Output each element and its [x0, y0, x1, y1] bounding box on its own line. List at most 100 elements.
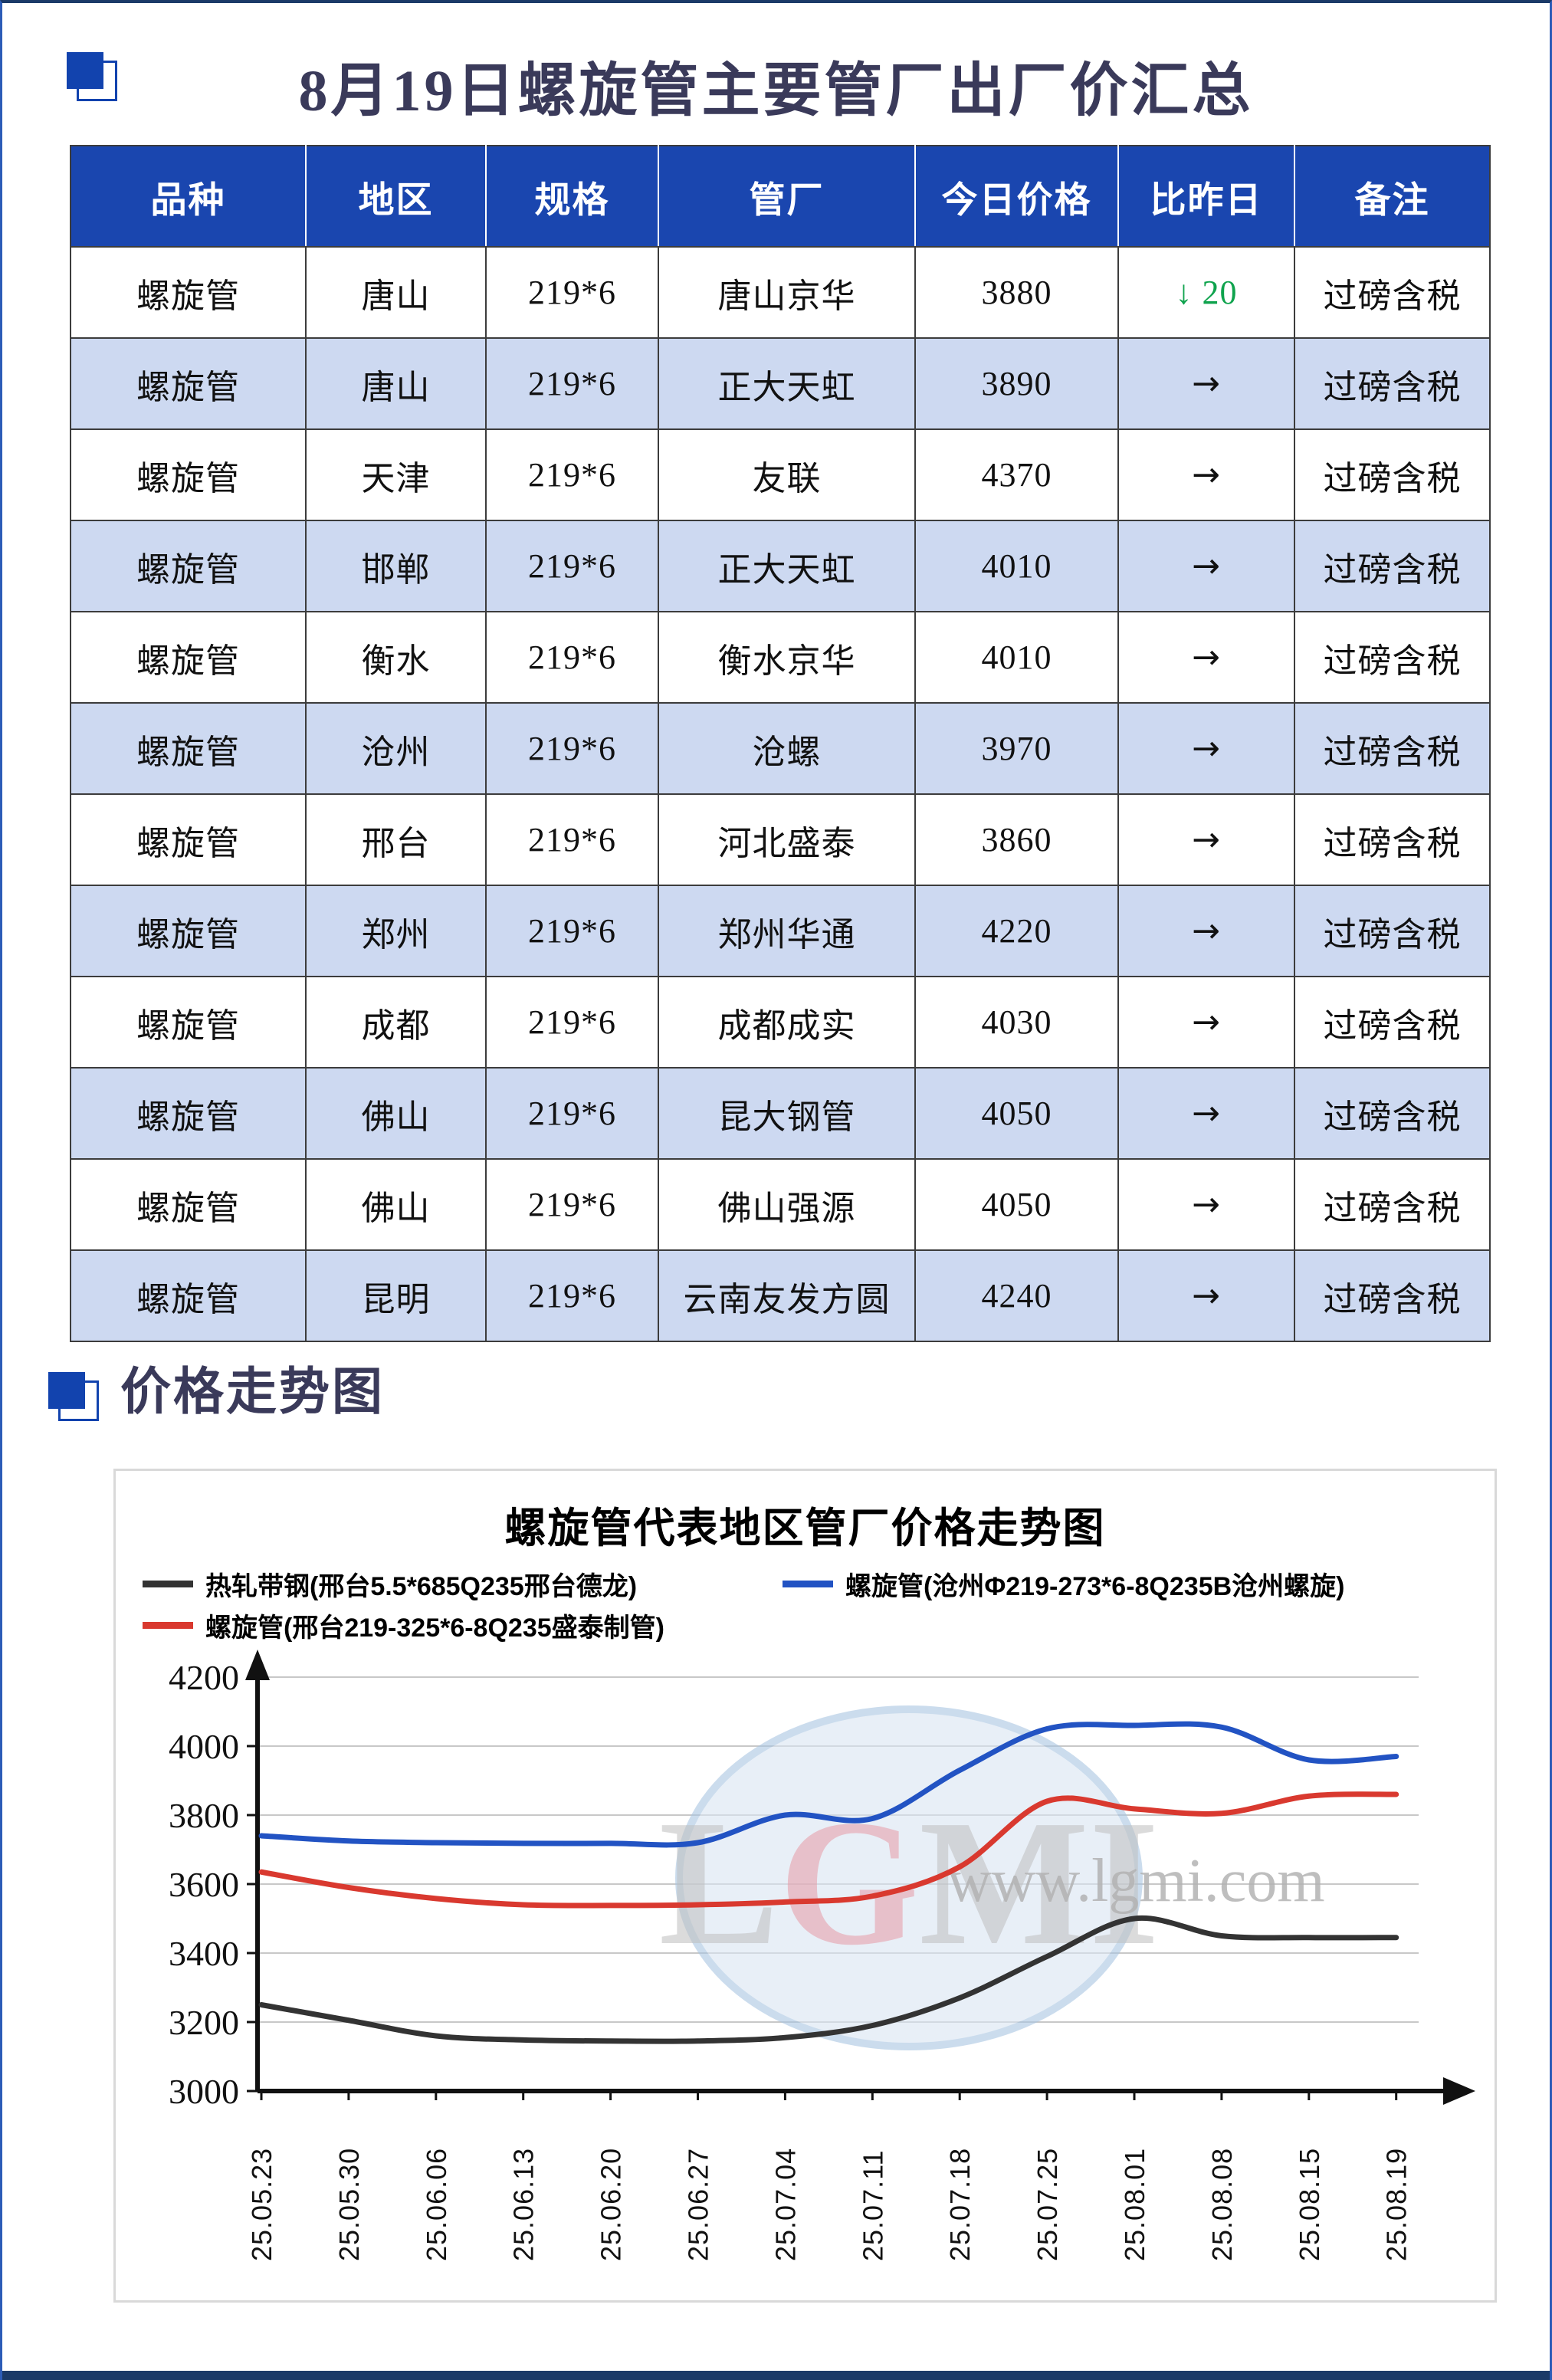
region-cell: 邯郸 [306, 520, 487, 612]
region-cell: 佛山 [306, 1159, 487, 1251]
x-tick-label: 25.08.19 [1381, 2148, 1413, 2261]
column-header-6: 备注 [1294, 146, 1490, 248]
title-block: 8月19日螺旋管主要管厂出厂价汇总 [2, 34, 1550, 149]
note-cell: 过磅含税 [1294, 1068, 1490, 1160]
price-cell: 4010 [915, 520, 1119, 612]
region-cell: 天津 [306, 429, 487, 521]
watermark-url-text: www.lgmi.com [947, 1847, 1325, 1915]
price-cell: 4010 [915, 612, 1119, 704]
price-cell: 3890 [915, 338, 1119, 430]
variety-cell: 螺旋管 [71, 1159, 307, 1251]
variety-cell: 螺旋管 [71, 612, 307, 704]
y-tick-label: 3200 [169, 2003, 239, 2042]
column-header-5: 比昨日 [1118, 146, 1295, 248]
flat-arrow-icon: → [1192, 638, 1221, 677]
flat-arrow-icon: → [1192, 1003, 1221, 1042]
note-cell: 过磅含税 [1294, 520, 1490, 612]
x-tick-label: 25.06.27 [683, 2148, 714, 2261]
note-cell: 过磅含税 [1294, 429, 1490, 521]
price-table: 品种 地区 规格 管厂 今日价格 比昨日 备注 螺旋管 唐山 219*6 唐山京华 3880 ↓ 20… [70, 145, 1491, 1342]
down-arrow-icon: ↓ 20 [1175, 274, 1238, 311]
variety-cell: 螺旋管 [71, 703, 307, 795]
watermark-ellipse [675, 1705, 1143, 2050]
flat-arrow-icon: → [1192, 364, 1221, 403]
column-header-3: 管厂 [658, 146, 916, 248]
mill-cell: 沧螺 [658, 703, 916, 795]
column-header-0: 品种 [71, 146, 307, 248]
spec-cell: 219*6 [486, 794, 659, 886]
table-row: 螺旋管 成都 219*6 成都成实 4030 → 过磅含税 [71, 977, 1490, 1069]
series-line-2 [258, 1721, 1399, 1848]
y-tick-label: 4000 [169, 1727, 239, 1766]
x-tick-label: 25.07.25 [1032, 2148, 1063, 2261]
mill-cell: 唐山京华 [658, 247, 916, 339]
section2-header: 价格走势图 [48, 1351, 385, 1424]
price-table-head-row: 品种 地区 规格 管厂 今日价格 比昨日 备注 [71, 146, 1490, 248]
spec-cell: 219*6 [486, 429, 659, 521]
spec-cell: 219*6 [486, 612, 659, 704]
column-header-2: 规格 [486, 146, 659, 248]
chart-legend: 热轧带钢(邢台5.5*685Q235邢台德龙) 螺旋管(沧州Φ219-273*6-… [116, 1565, 1495, 1643]
column-header-4: 今日价格 [915, 146, 1119, 248]
price-cell: 4240 [915, 1250, 1119, 1342]
note-cell: 过磅含税 [1294, 794, 1490, 886]
variety-cell: 螺旋管 [71, 885, 307, 977]
flat-arrow-icon: → [1192, 911, 1221, 950]
price-cell: 4370 [915, 429, 1119, 521]
flat-arrow-icon: → [1192, 820, 1221, 859]
chart-panel: 螺旋管代表地区管厂价格走势图 热轧带钢(邢台5.5*685Q235邢台德龙) 螺旋… [113, 1469, 1497, 2303]
change-cell: → [1118, 612, 1295, 704]
square-fill-icon [67, 52, 103, 89]
region-cell: 邢台 [306, 794, 487, 886]
variety-cell: 螺旋管 [71, 520, 307, 612]
change-cell: → [1118, 1068, 1295, 1160]
x-tick-label: 25.06.13 [508, 2148, 540, 2261]
x-tick-label: 25.07.11 [857, 2150, 888, 2261]
mill-cell: 衡水京华 [658, 612, 916, 704]
legend-item: 热轧带钢(邢台5.5*685Q235邢台德龙) [143, 1565, 637, 1603]
chart-title: 螺旋管代表地区管厂价格走势图 [504, 1505, 1106, 1551]
spec-cell: 219*6 [486, 247, 659, 339]
region-cell: 成都 [306, 977, 487, 1069]
price-cell: 3880 [915, 247, 1119, 339]
table-row: 螺旋管 衡水 219*6 衡水京华 4010 → 过磅含税 [71, 612, 1490, 704]
x-tick-label: 25.08.01 [1119, 2148, 1150, 2261]
spec-cell: 219*6 [486, 1159, 659, 1251]
spec-cell: 219*6 [486, 338, 659, 430]
mill-cell: 河北盛泰 [658, 794, 916, 886]
spec-cell: 219*6 [486, 703, 659, 795]
spec-cell: 219*6 [486, 1068, 659, 1160]
change-cell: → [1118, 794, 1295, 886]
x-axis-arrow-icon [1443, 2077, 1475, 2105]
square-fill-icon [48, 1372, 85, 1409]
region-cell: 郑州 [306, 885, 487, 977]
section2-title: 价格走势图 [120, 1364, 385, 1420]
page-title: 8月19日螺旋管主要管厂出厂价汇总 [298, 59, 1254, 123]
y-tick-label: 3400 [169, 1934, 239, 1973]
flat-arrow-icon: → [1192, 1185, 1221, 1224]
mill-cell: 佛山强源 [658, 1159, 916, 1251]
mill-cell: 郑州华通 [658, 885, 916, 977]
variety-cell: 螺旋管 [71, 247, 307, 339]
change-cell: → [1118, 977, 1295, 1069]
price-cell: 4050 [915, 1068, 1119, 1160]
region-cell: 唐山 [306, 247, 487, 339]
y-tick-label: 3000 [169, 2072, 239, 2111]
y-tick-label: 3800 [169, 1796, 239, 1835]
table-row: 螺旋管 邢台 219*6 河北盛泰 3860 → 过磅含税 [71, 794, 1490, 886]
region-cell: 佛山 [306, 1068, 487, 1160]
spec-cell: 219*6 [486, 885, 659, 977]
legend-line-swatch [783, 1580, 834, 1587]
price-cell: 4030 [915, 977, 1119, 1069]
mill-cell: 云南友发方圆 [658, 1250, 916, 1342]
price-cell: 4220 [915, 885, 1119, 977]
x-tick-label: 25.06.20 [596, 2148, 627, 2261]
change-cell: → [1118, 1159, 1295, 1251]
variety-cell: 螺旋管 [71, 977, 307, 1069]
change-cell: → [1118, 1250, 1295, 1342]
note-cell: 过磅含税 [1294, 703, 1490, 795]
mill-cell: 正大天虹 [658, 338, 916, 430]
